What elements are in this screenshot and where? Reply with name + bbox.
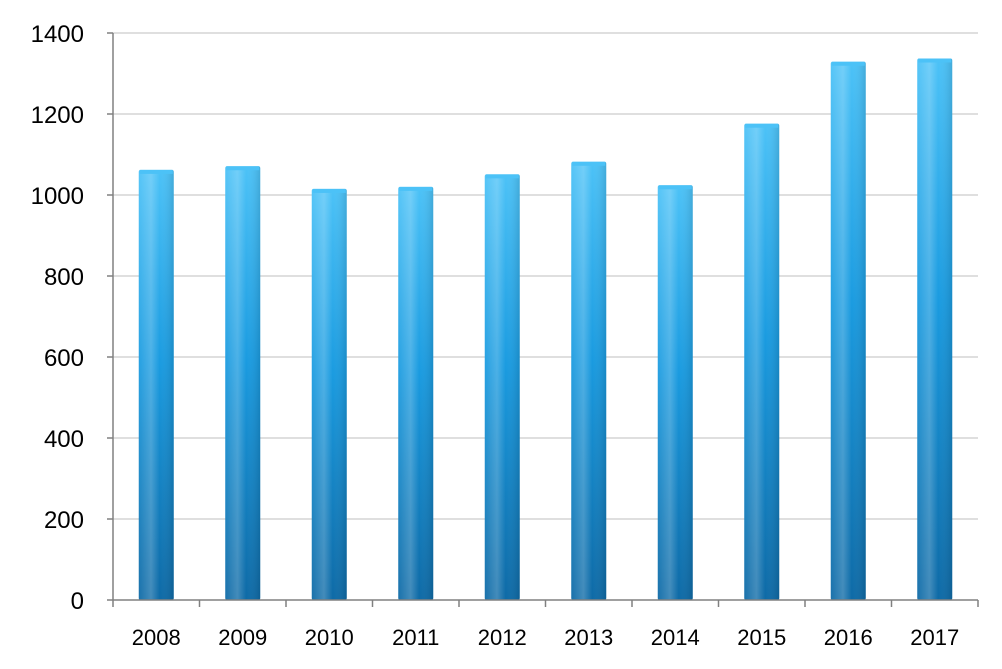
bar-shine-2012 — [484, 174, 520, 600]
bar-shine-2010 — [311, 188, 347, 601]
bar-cap-2013 — [572, 161, 606, 166]
axes — [107, 32, 979, 607]
x-tick-label: 2017 — [910, 625, 959, 650]
x-tick-label: 2010 — [305, 625, 354, 650]
bar-shine-2016 — [830, 61, 866, 600]
bar-cap-2011 — [399, 186, 433, 191]
y-tick-label: 200 — [44, 507, 84, 534]
x-tick-label: 2016 — [824, 625, 873, 650]
bar-cap-2014 — [658, 185, 692, 190]
x-tick-label: 2012 — [478, 625, 527, 650]
x-tick-label: 2013 — [564, 625, 613, 650]
x-tick-labels: 2008 2009 2010 2011 2012 2013 2014 2015 2016 2017 — [132, 625, 959, 650]
bar-cap-2016 — [831, 61, 865, 66]
y-tick-label: 800 — [44, 264, 84, 291]
bar-cap-2008 — [139, 169, 173, 174]
bar-cap-2015 — [745, 123, 779, 128]
bar-shine-2011 — [398, 186, 434, 600]
y-tick-label: 0 — [71, 588, 84, 615]
bar-shine-2017 — [917, 58, 953, 600]
x-tick-label: 2011 — [392, 625, 439, 650]
bar-shine-2015 — [744, 123, 780, 600]
bar-cap-2012 — [485, 174, 519, 179]
bar-shine-2008 — [138, 169, 174, 600]
bar-shine-2009 — [225, 166, 261, 600]
x-tick-label: 2008 — [132, 625, 181, 650]
y-tick-label: 1000 — [31, 183, 84, 210]
x-tick-label: 2014 — [651, 625, 700, 650]
y-tick-label: 1200 — [31, 102, 84, 129]
y-tick-label: 1400 — [31, 21, 84, 48]
x-tick-label: 2015 — [737, 625, 786, 650]
bar-cap-2010 — [312, 188, 346, 193]
bar-shine-2014 — [657, 185, 693, 600]
bar-cap-2009 — [226, 166, 260, 171]
bar-cap-2017 — [918, 58, 952, 63]
bar-shine-2013 — [571, 161, 607, 601]
bars — [138, 58, 953, 601]
y-tick-labels: 0 200 400 600 800 1000 1200 1400 — [31, 21, 84, 615]
y-tick-label: 600 — [44, 345, 84, 372]
y-tick-label: 400 — [44, 426, 84, 453]
x-tick-label: 2009 — [218, 625, 267, 650]
